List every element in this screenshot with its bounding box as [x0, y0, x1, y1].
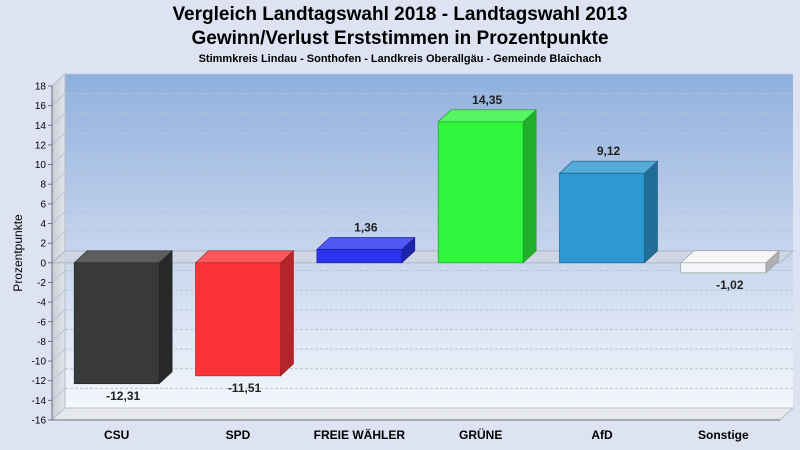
bar-spd: [194, 250, 295, 377]
plot-side-wall: [51, 72, 66, 422]
data-label: -12,31: [106, 389, 140, 403]
gridline-side: [51, 407, 66, 421]
y-tick-label: 18: [35, 82, 47, 93]
chart-subtitle: Stimmkreis Lindau - Sonthofen - Landkrei…: [198, 53, 602, 65]
y-tick-label: 0: [40, 258, 46, 269]
y-tick-label: 8: [40, 180, 46, 191]
data-label: 14,35: [472, 93, 502, 107]
bar-top-face: [437, 109, 537, 123]
y-tick-label: -2: [37, 278, 46, 289]
bar-front-face: [559, 172, 645, 264]
x-tick-label: CSU: [104, 428, 129, 442]
gridline-side: [51, 93, 66, 107]
gridline-side: [51, 368, 66, 382]
gridline-side: [51, 191, 66, 205]
x-tick-label: GRÜNE: [459, 427, 502, 442]
bar-top-face: [73, 250, 173, 264]
chart-title-line-2: Gewinn/Verlust Erststimmen in Prozentpun…: [191, 28, 609, 49]
bar-front-face: [73, 262, 160, 385]
y-tick-label: -8: [37, 337, 46, 348]
bar-side-face: [644, 160, 658, 264]
data-label: 1,36: [354, 220, 378, 234]
gridline-side: [51, 132, 66, 146]
bar-top-face: [316, 237, 416, 250]
data-label: -1,02: [716, 278, 744, 292]
bar-csu: [73, 250, 173, 385]
y-tick-label: 4: [40, 219, 46, 230]
x-tick-label: AfD: [591, 428, 613, 442]
bar-front-face: [195, 262, 281, 377]
gridline-side: [51, 112, 66, 126]
gridline-side: [51, 211, 66, 224]
y-tick-label: 6: [40, 199, 46, 210]
y-axis-label: Prozentpunkte: [11, 214, 25, 292]
gridline-side: [51, 230, 66, 244]
bar-grüne: [437, 109, 537, 264]
bar-freie-wähler: [316, 236, 416, 264]
bar-top-face: [680, 250, 780, 264]
y-tick-label: -12: [32, 376, 47, 387]
x-tick-label: SPD: [226, 428, 251, 442]
bar-afd: [558, 160, 659, 264]
y-tick-label: 2: [40, 239, 46, 250]
gridline-side: [51, 270, 66, 283]
gridline-side: [51, 171, 66, 185]
gridline-side: [51, 309, 66, 323]
chart-title: Vergleich Landtagswahl 2018 - Landtagswa…: [172, 4, 628, 25]
bar-front-face: [680, 262, 767, 274]
bar-side-face: [158, 250, 173, 385]
y-tick-label: 10: [35, 160, 47, 171]
bar-top-face: [194, 250, 295, 264]
x-tick-label: FREIE WÄHLER: [314, 427, 406, 442]
x-tick-label: Sonstige: [698, 428, 749, 442]
bar-sonstige: [680, 250, 780, 274]
data-label: -11,51: [228, 381, 262, 395]
bar-front-face: [316, 249, 403, 264]
bar-side-face: [522, 109, 537, 264]
y-tick-label: 16: [35, 101, 47, 112]
bar-top-face: [558, 160, 659, 174]
plot-back-wall: [65, 74, 793, 408]
y-tick-label: 14: [35, 121, 47, 132]
y-tick-label: -6: [37, 317, 46, 328]
plot-floor: [50, 407, 795, 421]
y-tick-label: -4: [37, 298, 46, 309]
bar-side-face: [280, 250, 294, 377]
gridline-side: [51, 387, 66, 401]
y-tick-label: -16: [32, 416, 47, 427]
y-tick-label: -10: [32, 357, 47, 368]
y-tick-label: 12: [35, 140, 47, 151]
gridline-side: [51, 329, 66, 342]
bar-front-face: [437, 121, 524, 264]
y-tick-label: -14: [32, 396, 47, 407]
gridline-side: [51, 289, 66, 303]
gridline-side: [51, 73, 66, 87]
gridline-side: [51, 152, 66, 165]
data-label: 9,12: [597, 144, 621, 158]
gridline-side: [51, 348, 66, 362]
